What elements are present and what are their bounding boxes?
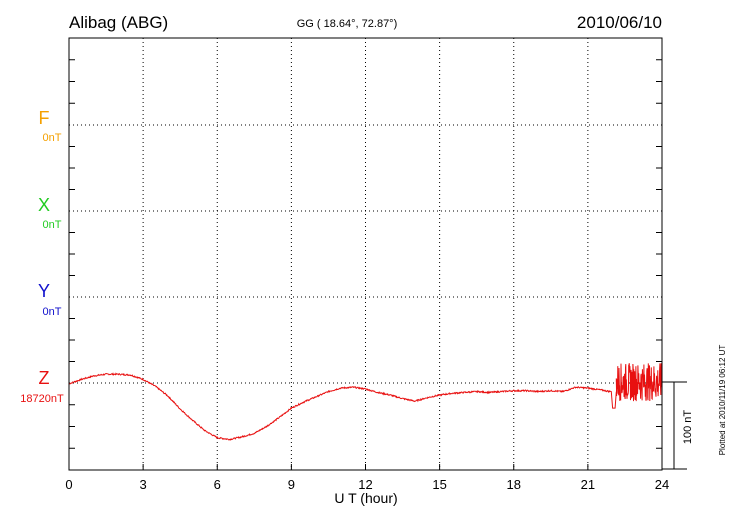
component-baseline-x: 0nT	[43, 219, 62, 231]
scale-bar-label: 100 nT	[682, 410, 694, 445]
component-label-y: Y	[38, 281, 50, 301]
z-series-noise	[615, 363, 663, 402]
x-tick-label: 0	[65, 477, 72, 492]
x-tick-label: 6	[214, 477, 221, 492]
x-tick-label: 9	[288, 477, 295, 492]
component-baseline-y: 0nT	[43, 306, 62, 318]
x-tick-label: 18	[507, 477, 521, 492]
z-series-line	[68, 372, 617, 441]
grid-lines	[69, 38, 662, 470]
component-label-x: X	[38, 195, 50, 215]
minor-ticks	[68, 59, 663, 470]
x-tick-label: 15	[432, 477, 446, 492]
x-tick-label: 24	[655, 477, 669, 492]
plotted-note: Plotted at 2010/11/19 06:12 UT	[718, 345, 727, 456]
x-axis-title: U T (hour)	[334, 490, 397, 506]
x-tick-label: 12	[358, 477, 372, 492]
z-series	[68, 363, 663, 441]
x-tick-labels: 0 3 6 9 12 15 18 21 24	[65, 477, 669, 492]
x-tick-label: 3	[140, 477, 147, 492]
coords-label: GG ( 18.64°, 72.87°)	[297, 18, 398, 30]
x-tick-label: 21	[581, 477, 595, 492]
component-label-f: F	[39, 108, 50, 128]
date-label: 2010/06/10	[577, 13, 662, 32]
component-label-z: Z	[39, 368, 50, 388]
scale-bar	[662, 381, 687, 470]
component-baseline-z: 18720nT	[20, 393, 64, 405]
component-baseline-f: 0nT	[43, 132, 62, 144]
station-title: Alibag (ABG)	[69, 13, 168, 32]
